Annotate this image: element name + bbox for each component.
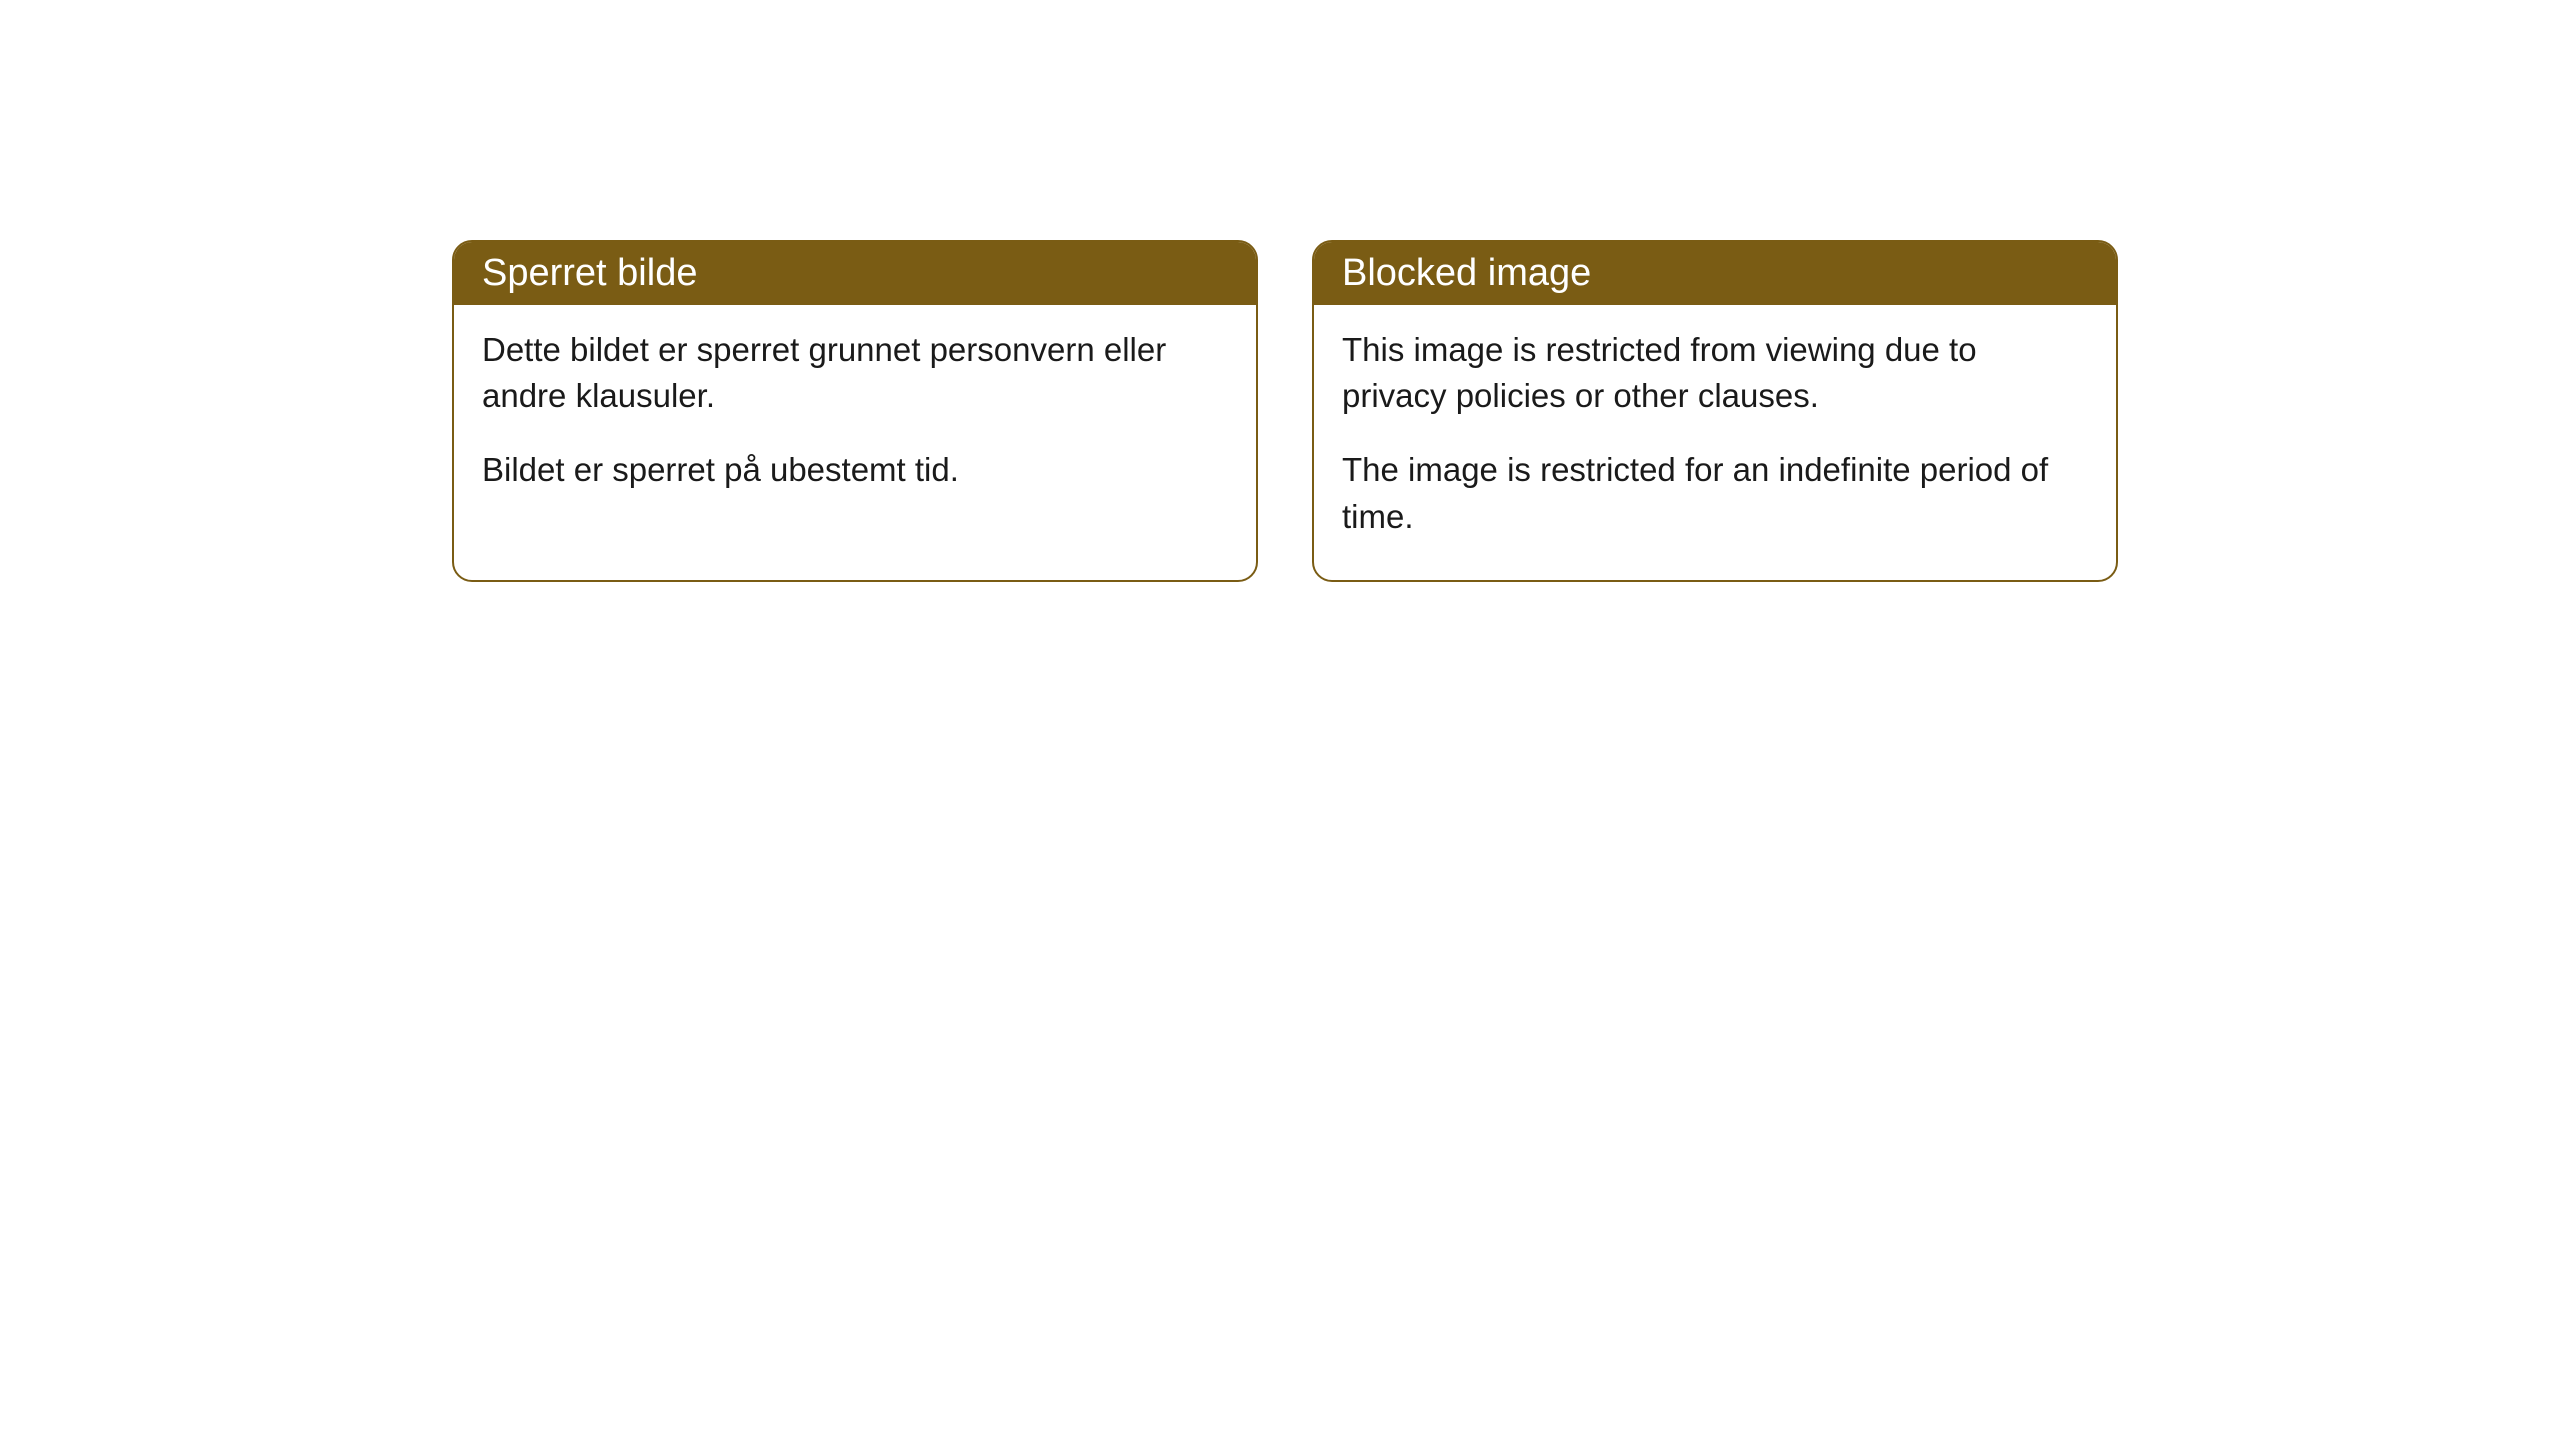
card-header: Sperret bilde <box>454 242 1256 305</box>
card-body: This image is restricted from viewing du… <box>1314 305 2116 580</box>
notice-cards-container: Sperret bilde Dette bildet er sperret gr… <box>452 240 2118 582</box>
card-paragraph-2: The image is restricted for an indefinit… <box>1342 447 2088 539</box>
notice-card-norwegian: Sperret bilde Dette bildet er sperret gr… <box>452 240 1258 582</box>
card-title: Sperret bilde <box>482 252 697 294</box>
card-title: Blocked image <box>1342 252 1591 294</box>
card-paragraph-1: This image is restricted from viewing du… <box>1342 327 2088 419</box>
card-body: Dette bildet er sperret grunnet personve… <box>454 305 1256 534</box>
card-paragraph-1: Dette bildet er sperret grunnet personve… <box>482 327 1228 419</box>
notice-card-english: Blocked image This image is restricted f… <box>1312 240 2118 582</box>
card-paragraph-2: Bildet er sperret på ubestemt tid. <box>482 447 1228 493</box>
card-header: Blocked image <box>1314 242 2116 305</box>
